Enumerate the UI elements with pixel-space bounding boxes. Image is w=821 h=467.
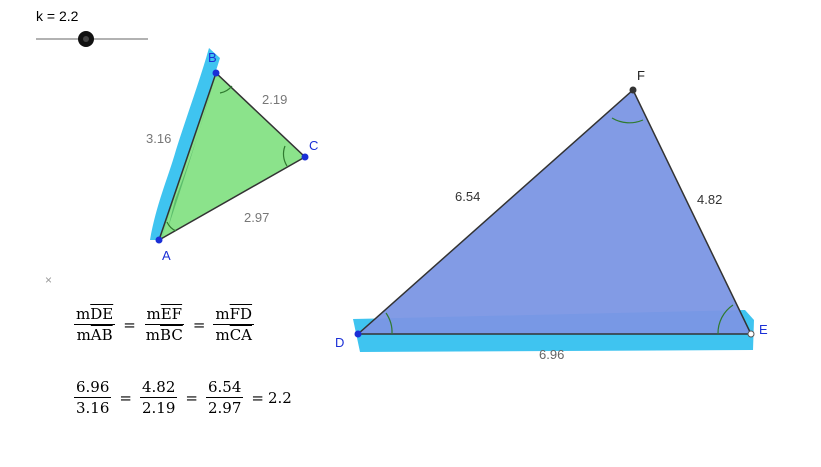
measure-prefix: m [215, 305, 230, 323]
measure-prefix: m [76, 326, 91, 344]
value-denominator: 3.16 [76, 399, 110, 417]
close-icon[interactable]: × [45, 273, 53, 287]
equals-sign: = [119, 388, 132, 407]
ratio-result: 2.2 [267, 388, 292, 407]
value-fraction-2: 4.82 2.19 [139, 378, 178, 417]
segment-ef: EF [160, 305, 183, 323]
equals-sign: = [123, 315, 136, 334]
side-label-fd: 6.54 [455, 189, 480, 204]
ratio-equation: mDE mAB = mEF mBC = mFD mCA [70, 305, 258, 344]
segment-ca: CA [229, 326, 252, 344]
label-e: E [759, 322, 768, 337]
measure-prefix: m [145, 326, 161, 344]
value-numerator: 6.54 [205, 378, 244, 398]
point-e[interactable] [747, 330, 755, 338]
segment-ab: AB [90, 326, 113, 344]
measure-prefix: m [215, 326, 230, 344]
slider-label: k = 2.2 [36, 8, 79, 24]
label-d: D [335, 335, 344, 350]
equals-sign: = [192, 315, 206, 334]
angle-mark-e [717, 304, 734, 335]
ratio-fraction-1: mDE mAB [74, 305, 116, 344]
value-equation: 6.96 3.16 = 4.82 2.19 = 6.54 2.97 = 2.2 [70, 378, 292, 417]
point-c[interactable] [301, 153, 309, 161]
value-fraction-1: 6.96 3.16 [74, 378, 112, 417]
ratio-fraction-2: mEF mBC [144, 305, 185, 344]
value-numerator: 4.82 [139, 378, 178, 398]
label-b: B [208, 50, 217, 65]
slider-handle-center [83, 36, 89, 42]
small-triangle[interactable] [157, 71, 307, 242]
ratio-fraction-3: mFD mCA [213, 305, 255, 344]
shaded-edge-ab [168, 73, 216, 228]
point-b[interactable] [212, 69, 220, 77]
highlight-mark-ab [150, 48, 220, 240]
value-denominator: 2.19 [141, 399, 176, 417]
angle-mark-b [219, 85, 233, 94]
side-label-de: 6.96 [539, 347, 564, 362]
segment-fd: FD [229, 305, 253, 323]
angle-mark-a [166, 221, 177, 232]
value-fraction-3: 6.54 2.97 [205, 378, 244, 417]
large-triangle[interactable] [356, 88, 753, 335]
equals-sign: = [251, 388, 264, 407]
point-d[interactable] [354, 330, 362, 338]
angle-mark-c [282, 145, 288, 167]
label-c: C [309, 138, 318, 153]
angle-mark-d [385, 312, 393, 335]
measure-prefix: m [146, 305, 161, 323]
value-denominator: 2.97 [207, 399, 242, 417]
segment-de: DE [90, 305, 114, 323]
label-f: F [637, 68, 645, 83]
point-f[interactable] [629, 86, 637, 94]
point-a[interactable] [155, 236, 163, 244]
angle-mark-f [611, 117, 644, 124]
measure-prefix: m [76, 305, 91, 323]
side-label-ab: 3.16 [146, 131, 171, 146]
side-label-ca: 2.97 [244, 210, 269, 225]
side-label-ef: 4.82 [697, 192, 722, 207]
equals-sign: = [185, 388, 198, 407]
value-numerator: 6.96 [74, 378, 112, 398]
side-label-bc: 2.19 [262, 92, 287, 107]
label-a: A [162, 248, 171, 263]
segment-bc: BC [160, 326, 183, 344]
